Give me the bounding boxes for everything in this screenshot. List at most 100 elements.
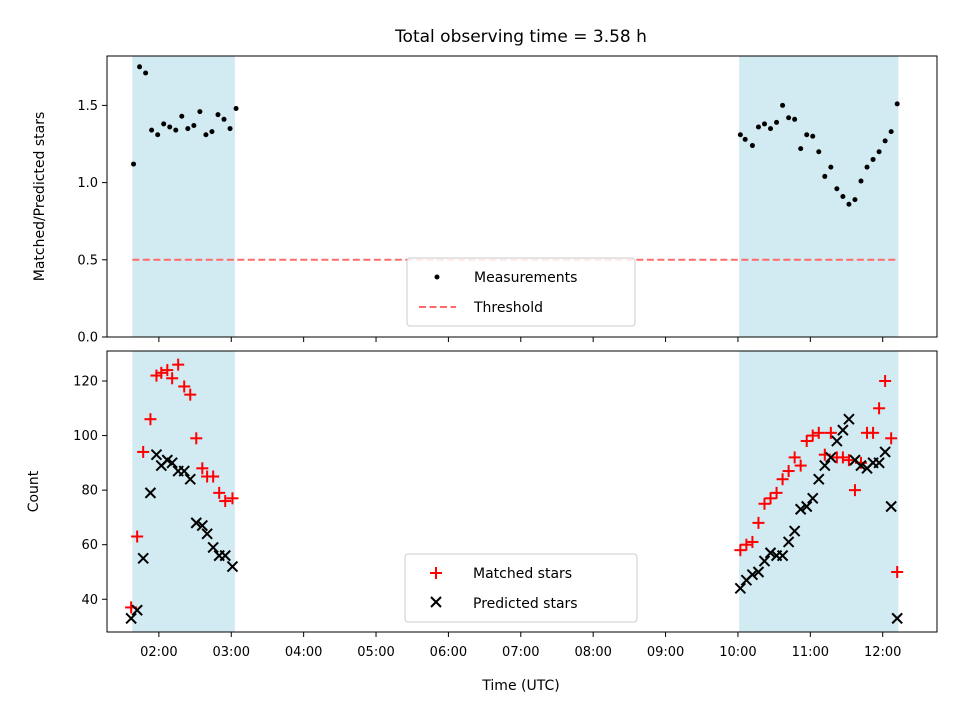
predicted-star-point: [807, 492, 819, 505]
matched-star-point: [764, 492, 777, 505]
bottom-matched-points: [125, 358, 904, 614]
measurement-point: [810, 133, 816, 139]
predicted-star-point: [891, 612, 903, 625]
xtick-label: 12:00: [864, 645, 901, 660]
measurement-point: [173, 127, 179, 133]
predicted-star-point: [879, 446, 891, 458]
measurement-point: [828, 164, 834, 170]
bottom-observing-windows: [132, 351, 899, 632]
predicted-star-point: [831, 435, 843, 447]
measurement-point: [749, 143, 755, 149]
measurement-point: [786, 115, 792, 121]
bottom-legend-box: [404, 553, 638, 623]
legend-measurements-label: Measurements: [474, 270, 577, 286]
top-legend: Measurements Threshold: [406, 257, 636, 327]
matched-star-point: [226, 492, 239, 505]
top-axes-frame: [106, 55, 938, 338]
measurement-point: [185, 126, 191, 132]
measurement-point: [737, 132, 743, 138]
predicted-star-point: [190, 517, 202, 529]
bottom-x-ticks: 02:00 03:00 04:00 05:00 06:00 07:00 08:00 09:00…: [140, 632, 901, 660]
legend-matched-label: Matched stars: [473, 566, 572, 582]
measurement-point: [221, 116, 227, 122]
predicted-star-point: [885, 500, 897, 513]
bottom-ytick-label: 60: [81, 538, 98, 553]
measurement-point: [834, 186, 840, 192]
matched-star-point: [207, 470, 220, 483]
xtick-label: 11:00: [792, 645, 829, 660]
matched-star-point: [770, 486, 783, 499]
measurement-point: [155, 132, 161, 138]
measurement-point: [798, 146, 804, 152]
predicted-star-point: [873, 457, 885, 469]
measurement-point: [167, 124, 173, 130]
matched-star-point: [885, 432, 898, 445]
observing-window-1: [739, 351, 899, 632]
bottom-axes-frame: [106, 350, 938, 633]
measurement-point: [840, 194, 846, 199]
matched-star-point: [842, 454, 855, 467]
top-legend-box: [406, 257, 636, 327]
measurement-point: [179, 113, 185, 119]
predicted-star-point: [150, 448, 163, 461]
matched-star-point: [740, 538, 753, 551]
top-panel: 0.0 0.5 1.0 1.5 Matched/Predicted stars Mea…: [32, 55, 938, 346]
measurement-point: [755, 124, 761, 130]
matched-star-point: [196, 462, 209, 475]
x-axis-label: Time (UTC): [481, 678, 559, 694]
matched-star-point: [794, 459, 807, 472]
matched-star-point: [812, 426, 825, 439]
predicted-star-point: [764, 547, 777, 559]
measurement-point: [780, 102, 786, 108]
predicted-star-point: [166, 457, 178, 469]
measurement-point: [161, 121, 167, 127]
measurement-point: [143, 70, 149, 76]
matched-star-point: [879, 375, 892, 388]
matched-star-point: [137, 445, 150, 458]
matched-star-point: [867, 426, 880, 439]
predicted-star-point: [758, 555, 771, 567]
matched-star-point: [155, 366, 168, 379]
top-x-ticks: [158, 337, 884, 342]
bottom-ytick-label: 40: [81, 593, 98, 608]
xtick-label: 05:00: [357, 645, 394, 660]
matched-star-point: [806, 429, 819, 442]
matched-star-point: [190, 432, 203, 445]
xtick-label: 04:00: [285, 645, 322, 660]
matched-star-point: [752, 516, 765, 529]
predicted-star-point: [178, 465, 190, 477]
measurement-point: [816, 149, 822, 155]
matched-star-point: [891, 565, 904, 578]
measurement-point: [852, 197, 858, 203]
legend-threshold-label: Threshold: [473, 300, 543, 316]
xtick-label: 07:00: [502, 645, 539, 660]
top-measurement-points: [131, 64, 900, 207]
measurement-point: [882, 138, 888, 144]
measurement-point: [209, 129, 215, 135]
predicted-star-point: [734, 582, 747, 595]
measurement-point: [876, 149, 882, 155]
predicted-star-point: [746, 569, 759, 581]
bottom-y-axis-label: Count: [26, 470, 42, 512]
matched-star-point: [746, 535, 759, 548]
predicted-star-point: [137, 552, 149, 565]
predicted-star-point: [855, 459, 867, 472]
predicted-star-point: [752, 566, 765, 578]
bottom-panel: 40 60 80 100 120 02:00 03:00 04:00 05:00 06:00 07…: [26, 350, 938, 694]
measurement-point: [203, 132, 209, 138]
legend-predicted-label: Predicted stars: [473, 596, 578, 612]
predicted-star-point: [207, 541, 219, 554]
bottom-ytick-label: 80: [81, 484, 98, 499]
legend-matched-marker: [430, 567, 442, 579]
measurement-point: [822, 173, 828, 179]
xtick-label: 06:00: [430, 645, 467, 660]
top-observing-windows: [132, 56, 899, 337]
measurement-point: [858, 178, 864, 184]
observing-window-1: [739, 56, 899, 337]
top-ytick-label: 0.0: [77, 331, 98, 346]
measurement-point: [742, 136, 748, 142]
predicted-star-point: [776, 549, 789, 562]
measurement-point: [846, 201, 852, 207]
measurement-point: [804, 132, 810, 138]
